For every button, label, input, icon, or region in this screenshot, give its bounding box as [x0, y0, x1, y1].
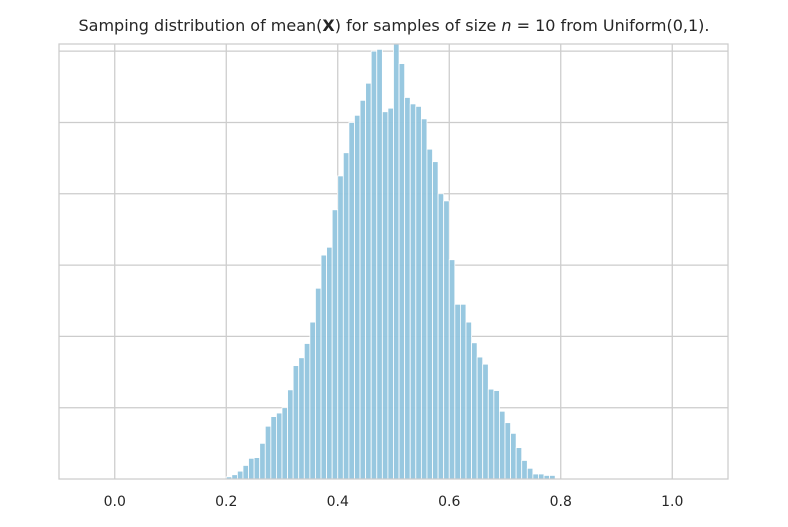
chart-title-part: X — [322, 16, 335, 35]
histogram-bar — [465, 321, 472, 480]
histogram-bar — [526, 467, 534, 480]
histogram-bar — [443, 200, 450, 480]
histogram-bar — [387, 107, 394, 480]
chart-title: Samping distribution of mean(X) for samp… — [79, 16, 710, 35]
histogram-bar — [298, 357, 305, 480]
histogram-bar — [365, 82, 372, 480]
histogram-bar — [270, 416, 277, 480]
histogram-bar — [303, 343, 311, 480]
chart-title-part: n — [501, 16, 511, 35]
histogram-bar — [515, 447, 523, 480]
histogram-bar — [493, 390, 500, 480]
histogram-bar — [326, 246, 333, 480]
histogram-bar — [499, 410, 506, 480]
histogram-bar — [381, 111, 389, 480]
chart-title-part: Samping distribution of mean( — [79, 16, 323, 35]
histogram-bar — [331, 209, 339, 480]
histogram-bar — [281, 407, 288, 480]
histogram-bar — [320, 254, 327, 480]
histogram-bar — [504, 422, 511, 480]
histogram-bar — [264, 425, 272, 480]
histogram-bar — [354, 114, 361, 480]
chart-title-part: ) for samples of size — [335, 16, 502, 35]
histogram-bar — [309, 321, 316, 480]
histogram-bar — [521, 460, 528, 480]
histogram-bar — [236, 470, 244, 480]
histogram-bar — [248, 457, 255, 480]
histogram-bar — [420, 118, 428, 480]
histogram-bar — [510, 432, 517, 480]
histogram-bar — [482, 363, 489, 480]
histogram-bars — [225, 42, 556, 480]
x-tick-label: 1.0 — [661, 494, 683, 510]
histogram-bar — [404, 97, 411, 480]
histogram-bar — [393, 42, 400, 480]
histogram-bar — [426, 148, 433, 480]
x-tick-label: 0.6 — [438, 494, 460, 510]
x-tick-label: 0.8 — [550, 494, 572, 510]
histogram-bar — [448, 259, 456, 480]
histogram-bar — [370, 50, 378, 480]
histogram-bar — [471, 342, 478, 480]
histogram-bar — [253, 457, 261, 480]
x-tick-label: 0.4 — [327, 494, 349, 510]
histogram-bar — [459, 303, 467, 480]
histogram-bar — [315, 287, 322, 480]
histogram-bar — [487, 388, 495, 480]
histogram-bar — [337, 175, 344, 480]
histogram-bar — [242, 465, 249, 480]
histogram-bar — [348, 122, 355, 480]
histogram-bar — [276, 412, 283, 480]
plot-frame — [58, 43, 729, 480]
histogram-bar — [409, 103, 417, 480]
histogram-bar — [437, 193, 445, 480]
histogram-bar — [398, 63, 406, 480]
histogram-bar — [538, 473, 545, 480]
histogram-bar — [415, 105, 422, 480]
histogram-bar — [287, 389, 294, 480]
histogram-bar — [259, 442, 266, 480]
histogram-bar — [454, 303, 461, 480]
histogram-bar — [292, 365, 300, 480]
histogram-bar — [342, 152, 350, 480]
x-tick-label: 0.2 — [215, 494, 237, 510]
histogram-bar — [359, 99, 367, 480]
histogram-bar — [231, 474, 238, 480]
histogram-bar — [532, 473, 539, 480]
x-tick-label: 0.0 — [104, 494, 126, 510]
histogram-bar — [376, 48, 383, 480]
x-axis-tick-labels: 0.0 0.2 0.4 0.6 0.8 1.0 — [104, 494, 684, 510]
histogram-bar — [432, 161, 439, 480]
chart-title-part: = 10 from Uniform(0,1). — [512, 16, 710, 35]
histogram-bar — [476, 356, 484, 480]
